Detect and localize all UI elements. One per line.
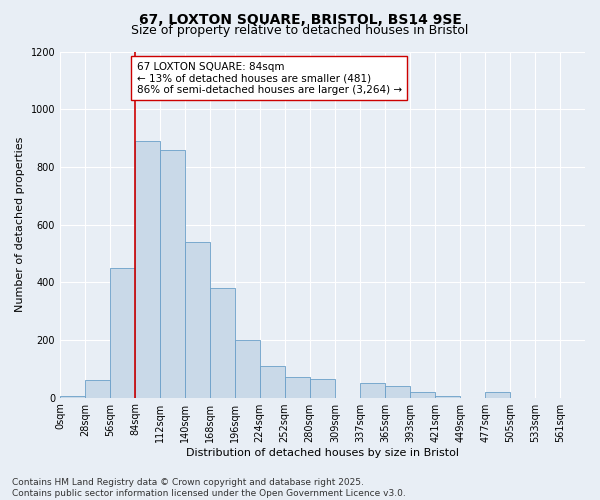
Bar (235, 340, 260, 398)
Bar (135, 141, 160, 398)
Text: 67, LOXTON SQUARE, BRISTOL, BS14 9SE: 67, LOXTON SQUARE, BRISTOL, BS14 9SE (139, 12, 461, 26)
Bar (385, 386, 410, 398)
Bar (435, 396, 460, 398)
Bar (210, 288, 235, 398)
Bar (485, 392, 510, 398)
Bar (110, 268, 135, 398)
Bar (410, 392, 435, 398)
Text: Contains HM Land Registry data © Crown copyright and database right 2025.
Contai: Contains HM Land Registry data © Crown c… (12, 478, 406, 498)
Bar (260, 366, 284, 398)
Bar (185, 242, 210, 398)
Bar (361, 383, 385, 398)
Bar (310, 379, 335, 398)
Bar (284, 378, 310, 398)
Bar (85, 380, 110, 398)
Y-axis label: Number of detached properties: Number of detached properties (15, 137, 25, 312)
Bar (160, 150, 185, 398)
Text: 67 LOXTON SQUARE: 84sqm
← 13% of detached houses are smaller (481)
86% of semi-d: 67 LOXTON SQUARE: 84sqm ← 13% of detache… (137, 62, 402, 95)
Text: Size of property relative to detached houses in Bristol: Size of property relative to detached ho… (131, 24, 469, 37)
Bar (60, 396, 85, 398)
X-axis label: Distribution of detached houses by size in Bristol: Distribution of detached houses by size … (186, 448, 459, 458)
